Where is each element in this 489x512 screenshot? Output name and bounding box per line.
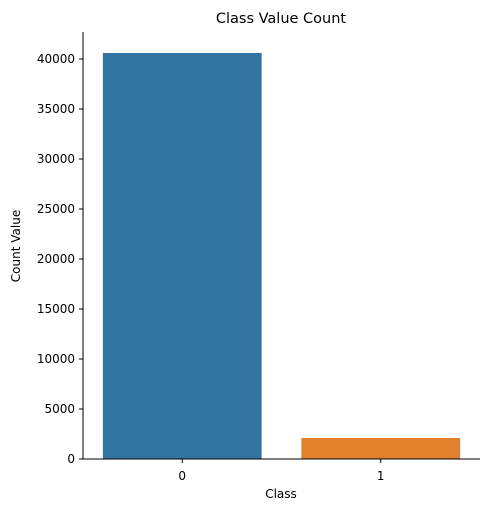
bar-class-1 xyxy=(301,438,461,459)
y-tick-label: 25000 xyxy=(37,202,75,216)
y-tick-label: 5000 xyxy=(44,402,75,416)
y-tick-label: 10000 xyxy=(37,352,75,366)
y-tick-label: 40000 xyxy=(37,52,75,66)
chart-title: Class Value Count xyxy=(216,11,347,27)
bars-group xyxy=(102,53,461,459)
x-axis-label: Class xyxy=(265,487,297,501)
y-tick-label: 15000 xyxy=(37,302,75,316)
y-tick-label: 20000 xyxy=(37,252,75,266)
y-axis-label: Count Value xyxy=(9,210,23,282)
bar-class-0 xyxy=(102,53,262,459)
y-axis-ticks: 0 5000 10000 15000 20000 25000 30000 35000 40000 xyxy=(37,52,83,466)
x-tick-label: 1 xyxy=(377,469,385,483)
y-tick-label: 30000 xyxy=(37,152,75,166)
y-tick-label: 0 xyxy=(67,452,75,466)
y-tick-label: 35000 xyxy=(37,102,75,116)
x-tick-label: 0 xyxy=(178,469,186,483)
